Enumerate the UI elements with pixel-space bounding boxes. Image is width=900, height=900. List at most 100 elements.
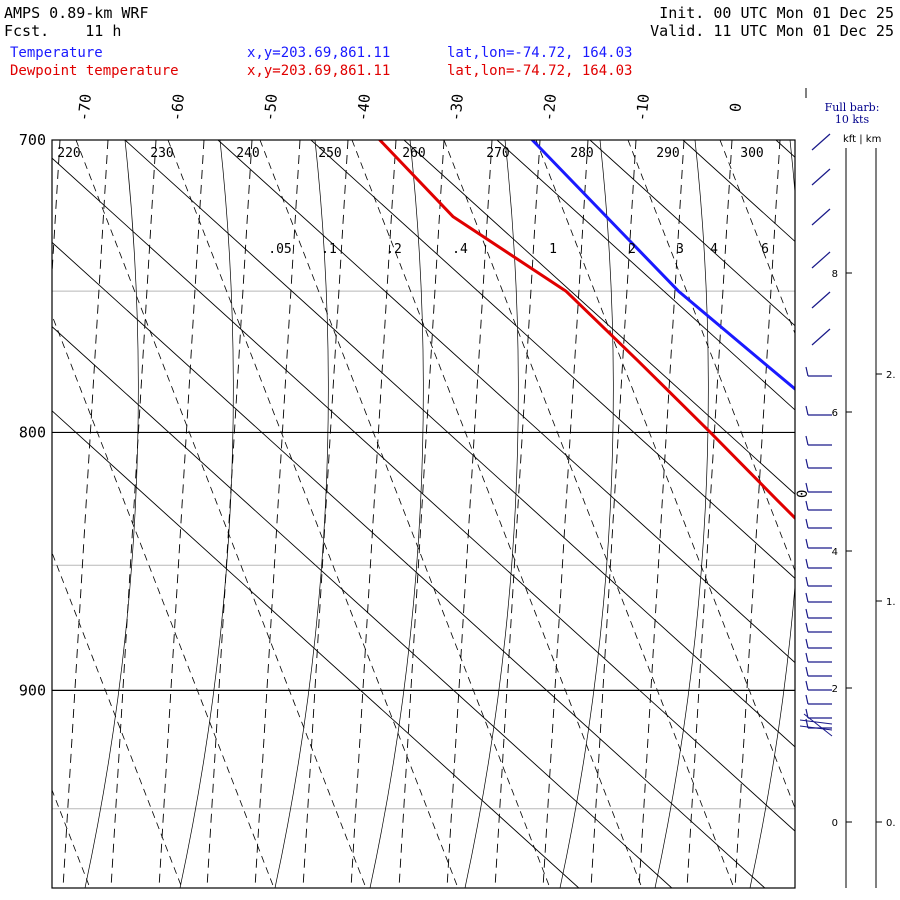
dry-adiabat-label: 260 bbox=[402, 146, 425, 161]
wind-barb-legend: Full barb: 10 kts bbox=[812, 102, 892, 126]
pressure-label: 800 bbox=[19, 423, 46, 441]
isotherm-label: -60 bbox=[167, 93, 188, 122]
kft-tick-label: 8 bbox=[832, 269, 838, 280]
axis-labels: 7008009001000-70-60-50-40-30-20-10022023… bbox=[19, 93, 811, 699]
mixing-ratio-label: .1 bbox=[321, 242, 337, 257]
dewpoint-line bbox=[378, 140, 795, 521]
wind-barb-flag bbox=[805, 592, 809, 603]
mixing-ratio-label: 1 bbox=[549, 242, 557, 257]
isotherm-label: 0 bbox=[726, 102, 745, 113]
moist-adiabat-line bbox=[654, 140, 709, 888]
mixing-ratio-line bbox=[590, 140, 637, 888]
legend-dewpoint-xy: x,y=203.69,861.11 bbox=[247, 63, 391, 79]
wind-barb-flag bbox=[805, 694, 809, 705]
dry-adiabat-line bbox=[52, 788, 91, 888]
wind-barb bbox=[805, 482, 832, 493]
wind-barb-flag bbox=[805, 608, 809, 619]
wind-barb bbox=[805, 558, 832, 569]
init-time: Init. 00 UTC Mon 01 Dec 25 bbox=[659, 4, 894, 22]
wind-barb bbox=[805, 680, 832, 691]
wind-barb-staff bbox=[811, 291, 831, 309]
wind-barb-flag bbox=[805, 458, 809, 469]
isotherm-label: -50 bbox=[260, 93, 281, 122]
wind-barb bbox=[805, 518, 832, 529]
dry-adiabat-line bbox=[627, 140, 795, 572]
mixing-ratio-label: 3 bbox=[676, 242, 684, 257]
legend-dewpoint-latlon: lat,lon=-74.72, 164.03 bbox=[447, 63, 633, 79]
valid-time: Valid. 11 UTC Mon 01 Dec 25 bbox=[650, 22, 894, 40]
dry-adiabat-label: 230 bbox=[150, 146, 173, 161]
km-unit: km bbox=[865, 134, 882, 145]
wind-barb-flag bbox=[805, 405, 809, 416]
wind-barb-flag bbox=[805, 435, 809, 446]
wind-barb-staff bbox=[811, 208, 831, 226]
wind-barb bbox=[805, 638, 832, 649]
mixing-ratio-line bbox=[686, 140, 733, 888]
mixing-ratio-line bbox=[446, 140, 493, 888]
mixing-ratio-label: .2 bbox=[386, 242, 402, 257]
legend-temperature-xy: x,y=203.69,861.11 bbox=[247, 45, 391, 61]
wind-barb bbox=[805, 366, 832, 377]
mixing-ratio-line bbox=[62, 140, 109, 888]
isotherm-line bbox=[52, 157, 795, 832]
kft-tick-label: 4 bbox=[832, 547, 838, 558]
wind-barb bbox=[805, 666, 832, 677]
isotherm-label: -70 bbox=[74, 93, 95, 122]
wind-barb bbox=[811, 168, 831, 186]
isotherm-label: -40 bbox=[353, 93, 374, 122]
dry-adiabat-line bbox=[52, 314, 275, 888]
kft-unit: kft bbox=[843, 134, 857, 145]
km-tick-label: 0. bbox=[886, 818, 896, 829]
mixing-ratio-line bbox=[302, 140, 349, 888]
mixing-ratio-label: 6 bbox=[761, 242, 769, 257]
dry-adiabat-line bbox=[52, 551, 183, 888]
height-units: kft | km bbox=[843, 134, 882, 145]
dry-adiabat-label: 290 bbox=[656, 146, 679, 161]
dry-adiabat-line bbox=[75, 140, 367, 888]
wind-barb bbox=[811, 251, 831, 269]
kft-tick-label: 6 bbox=[832, 408, 838, 419]
wind-barbs bbox=[799, 88, 833, 737]
wind-barb bbox=[805, 500, 832, 511]
sounding-series bbox=[378, 140, 795, 521]
dry-adiabat-line bbox=[443, 140, 735, 888]
wind-barb-staff bbox=[811, 251, 831, 269]
fcst-label: Fcst. bbox=[4, 22, 50, 40]
dry-adiabat-line bbox=[719, 140, 795, 335]
moist-adiabat-line bbox=[179, 140, 234, 888]
wind-barb bbox=[811, 133, 831, 151]
mixing-ratio-line bbox=[110, 140, 157, 888]
wind-barb bbox=[805, 708, 832, 719]
isotherm-line bbox=[869, 140, 900, 888]
wind-barb bbox=[805, 622, 832, 633]
mixing-ratio-line bbox=[494, 140, 541, 888]
mixing-ratio-line bbox=[350, 140, 397, 888]
mixing-ratio-line bbox=[542, 140, 589, 888]
isotherm-line bbox=[52, 241, 766, 888]
fcst-value: 11 h bbox=[85, 22, 122, 40]
plot-frame bbox=[51, 139, 796, 889]
wind-barb-staff bbox=[811, 328, 831, 346]
legend-dewpoint-name: Dewpoint temperature bbox=[10, 63, 179, 79]
isotherm-line bbox=[403, 140, 795, 495]
zero-isotherm-label: 0 bbox=[795, 490, 811, 498]
wind-barb-flag bbox=[805, 622, 809, 633]
dry-adiabat-label: 220 bbox=[57, 146, 80, 161]
plot-border bbox=[51, 139, 796, 889]
dry-adiabat-line bbox=[167, 140, 459, 888]
wind-barb bbox=[805, 608, 832, 619]
km-tick-label: 2. bbox=[886, 370, 896, 381]
isotherm-label: -30 bbox=[446, 93, 467, 122]
mixing-ratio-line bbox=[206, 140, 253, 888]
wind-barb-legend-line1: Full barb: bbox=[824, 101, 880, 114]
mixing-ratio-label: 4 bbox=[710, 242, 718, 257]
wind-barb-legend-line2: 10 kts bbox=[834, 113, 870, 126]
kft-tick-label: 2 bbox=[832, 684, 838, 695]
wind-barb bbox=[805, 435, 832, 446]
dry-adiabat-label: 300 bbox=[740, 146, 763, 161]
wind-barb-flag bbox=[805, 576, 809, 587]
wind-barb bbox=[805, 538, 832, 549]
mixing-ratio-line bbox=[398, 140, 445, 888]
wind-barb-flag bbox=[805, 538, 809, 549]
moist-adiabat-line bbox=[559, 140, 614, 888]
